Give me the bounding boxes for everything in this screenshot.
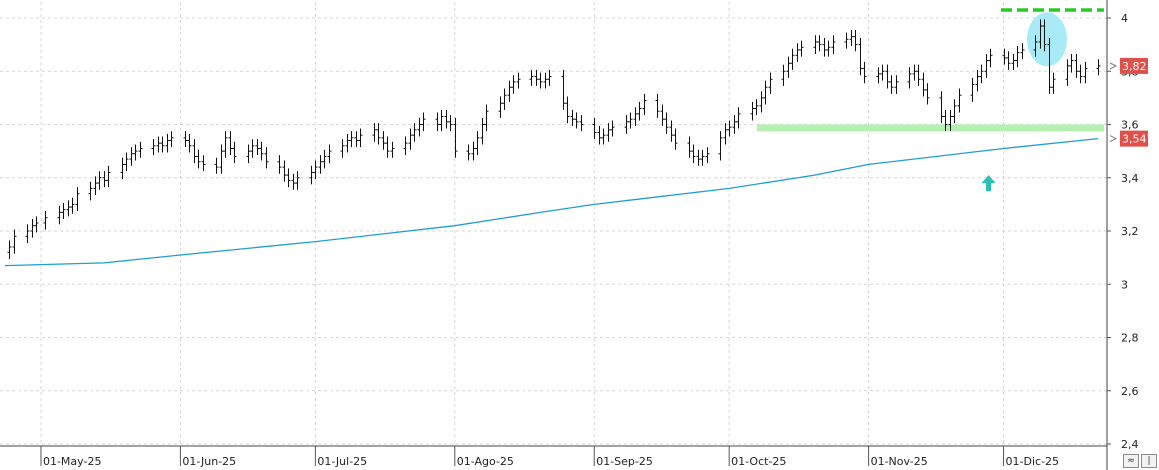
value-badges: 3,82 3,547 <box>1109 57 1154 147</box>
ma-value-badge-text: 3,547 <box>1122 133 1154 146</box>
last-price-badge-pointer <box>1109 62 1118 70</box>
grid-lines <box>0 2 1107 446</box>
support-band <box>757 124 1104 132</box>
x-tick-label: 01-Ago-25 <box>457 455 514 468</box>
x-tick-label: 01-Nov-25 <box>871 455 928 468</box>
y-tick-label: 2,4 <box>1121 438 1139 451</box>
ma-value-badge-box <box>1120 130 1148 147</box>
y-tick-label: 3,6 <box>1121 119 1139 132</box>
compare-button[interactable]: ≈ <box>1123 454 1139 468</box>
price-bars-series <box>7 19 1101 259</box>
x-axis-ticks: 01-May-25 01-Jun-25 01-Jul-25 01-Ago-25 01-S… <box>40 446 1060 468</box>
x-tick-label: 01-Dic-25 <box>1006 455 1060 468</box>
x-tick-label: 01-Jul-25 <box>317 455 367 468</box>
moving-average-series <box>4 137 1099 267</box>
highlight-ellipse <box>1027 12 1068 67</box>
y-tick-label: 3,2 <box>1121 225 1139 238</box>
x-tick-label: 01-May-25 <box>43 455 101 468</box>
moving-average-line <box>4 137 1099 267</box>
y-tick-label: 4 <box>1121 12 1128 25</box>
x-tick-label: 01-Jun-25 <box>182 455 236 468</box>
y-axis-ticks: 2,42,62,833,23,43,63,84 <box>1107 12 1139 451</box>
y-tick-label: 2,6 <box>1121 385 1139 398</box>
highlight-ellipse-shape <box>1027 12 1068 67</box>
y-tick-label: 2,8 <box>1121 332 1139 345</box>
arrow-up-icon <box>981 175 996 192</box>
compare-button-label: ≈ <box>1127 456 1135 466</box>
panel-toggle-label: | <box>1147 456 1151 466</box>
y-tick-label: 3,4 <box>1121 172 1139 185</box>
ma-value-badge-pointer <box>1109 135 1118 143</box>
y-tick-label: 3 <box>1121 278 1128 291</box>
x-tick-label: 01-Sep-25 <box>596 455 653 468</box>
support-band-rect <box>757 124 1104 132</box>
x-tick-label: 01-Oct-25 <box>731 455 786 468</box>
up-arrow-marker <box>981 175 996 192</box>
last-price-badge-text: 3,82 <box>1122 60 1147 73</box>
last-price-badge-box <box>1120 57 1148 74</box>
axes <box>0 0 1108 470</box>
panel-toggle-button[interactable]: | <box>1141 454 1157 468</box>
